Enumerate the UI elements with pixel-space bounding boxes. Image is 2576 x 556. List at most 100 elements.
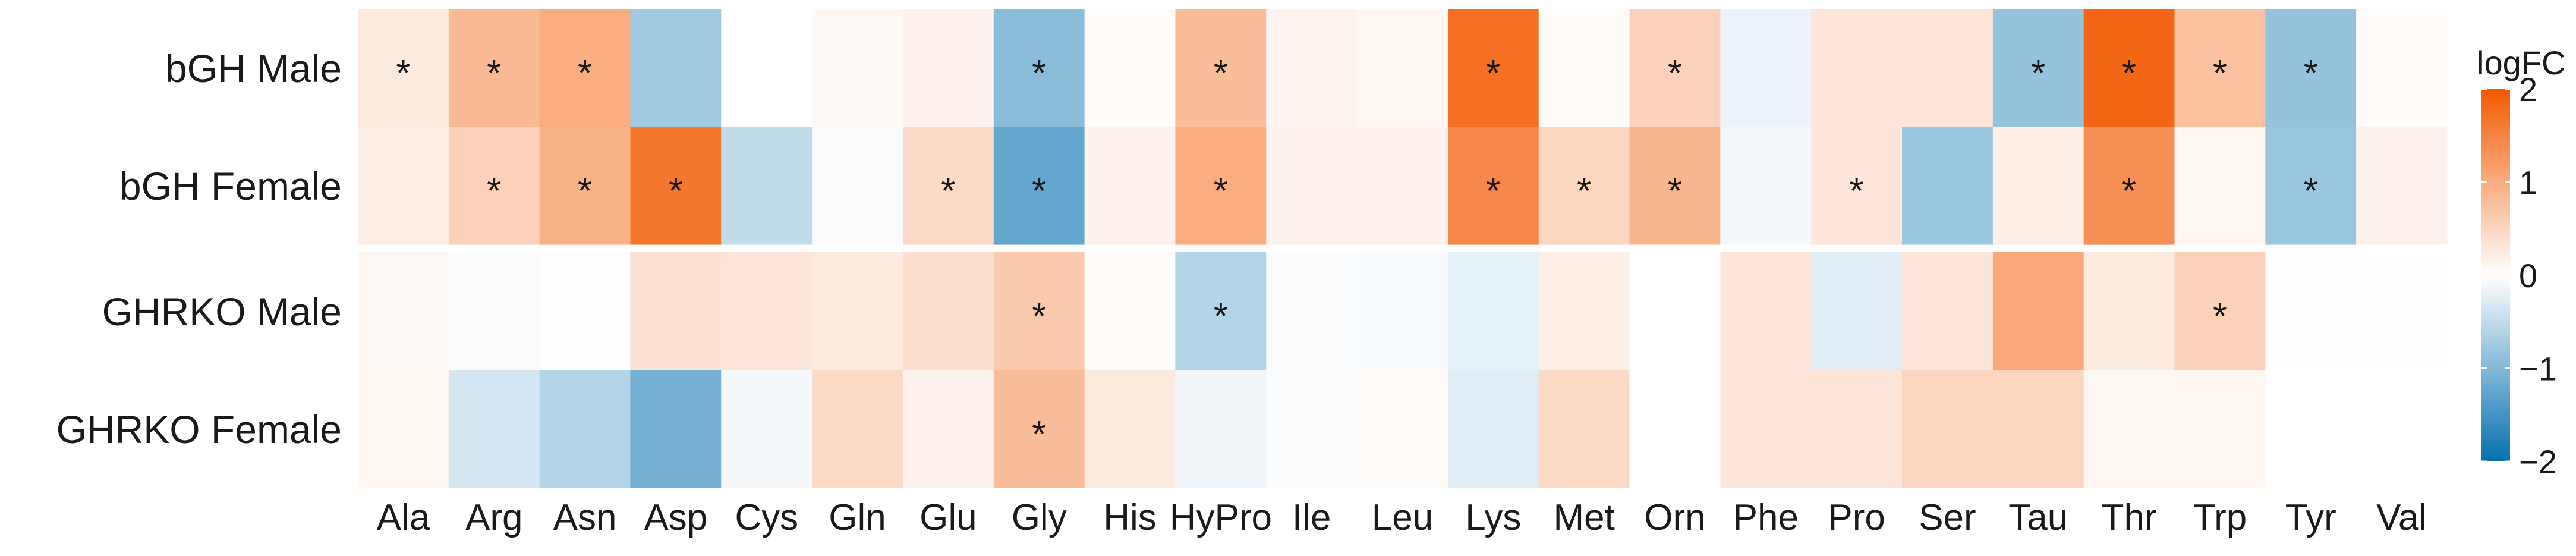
cell-bgh-male-trp — [2174, 9, 2266, 127]
cell-ghrko-female-met — [1538, 370, 1630, 488]
cell-bgh-female-gly — [993, 127, 1085, 245]
col-label-ile: Ile — [1292, 497, 1331, 538]
cell-ghrko-male-val — [2356, 252, 2448, 370]
cell-ghrko-male-tau — [1992, 252, 2084, 370]
cell-ghrko-male-tyr — [2265, 252, 2357, 370]
sig-marker-bgh-female-gly: * — [1032, 171, 1046, 212]
cell-bgh-female-lys — [1447, 127, 1539, 245]
cell-bgh-male-ser — [1902, 9, 1994, 127]
cell-bgh-female-met — [1538, 127, 1630, 245]
cell-ghrko-male-asn — [539, 252, 631, 370]
cell-bgh-female-ile — [1266, 127, 1358, 245]
sig-marker-bgh-female-hypro: * — [1214, 171, 1228, 212]
cell-ghrko-female-tyr — [2265, 370, 2357, 488]
cell-ghrko-male-glu — [902, 252, 994, 370]
cell-ghrko-male-lys — [1447, 252, 1539, 370]
legend-tick-label: 1 — [2519, 164, 2537, 202]
cell-bgh-male-lys — [1447, 9, 1539, 127]
cell-ghrko-male-gln — [812, 252, 903, 370]
cell-ghrko-male-ala — [358, 252, 449, 370]
cell-ghrko-female-arg — [448, 370, 540, 488]
cell-bgh-female-cys — [721, 127, 813, 245]
color-legend: logFC 2 1 0 −1 −2 — [2477, 44, 2565, 480]
col-label-val: Val — [2376, 497, 2427, 538]
sig-marker-ghrko-male-trp: * — [2213, 296, 2227, 337]
cell-bgh-female-thr — [2083, 127, 2175, 245]
col-label-gln: Gln — [829, 497, 886, 538]
sig-marker-bgh-male-lys: * — [1486, 53, 1500, 94]
cell-bgh-female-tau — [1992, 127, 2084, 245]
cell-ghrko-female-phe — [1720, 370, 1812, 488]
cell-bgh-female-gln — [812, 127, 903, 245]
sig-marker-bgh-female-asp: * — [669, 171, 683, 212]
sig-marker-bgh-female-thr: * — [2122, 171, 2136, 212]
column-labels: Ala Arg Asn Asp Cys Gln Glu Gly His HyPro Ile Leu Ly… — [377, 497, 2427, 538]
cell-bgh-male-ala — [358, 9, 449, 127]
sig-marker-bgh-male-orn: * — [1668, 53, 1682, 94]
cell-bgh-male-ile — [1266, 9, 1358, 127]
cell-ghrko-male-arg — [448, 252, 540, 370]
col-label-tau: Tau — [2008, 497, 2068, 538]
cell-bgh-female-val — [2356, 127, 2448, 245]
cell-ghrko-male-trp — [2174, 252, 2266, 370]
cell-ghrko-female-lys — [1447, 370, 1539, 488]
cell-ghrko-female-tau — [1992, 370, 2084, 488]
col-label-ser: Ser — [1919, 497, 1976, 538]
sig-marker-bgh-male-tau: * — [2031, 53, 2045, 94]
cell-bgh-male-tyr — [2265, 9, 2357, 127]
sig-marker-bgh-female-asn: * — [578, 171, 592, 212]
cell-ghrko-female-thr — [2083, 370, 2175, 488]
legend-tick-label: 0 — [2519, 257, 2537, 294]
cell-bgh-male-his — [1084, 9, 1176, 127]
col-label-phe: Phe — [1733, 497, 1799, 538]
cell-bgh-female-phe — [1720, 127, 1812, 245]
col-label-leu: Leu — [1372, 497, 1433, 538]
row-labels: bGH Male bGH Female GHRKO Male GHRKO Female — [56, 46, 342, 451]
cell-ghrko-female-asn — [539, 370, 631, 488]
cell-bgh-female-ser — [1902, 127, 1994, 245]
col-label-lys: Lys — [1465, 497, 1521, 538]
cell-ghrko-female-ile — [1266, 370, 1358, 488]
cell-bgh-female-pro — [1811, 127, 1903, 245]
sig-marker-bgh-male-asn: * — [578, 53, 592, 94]
sig-marker-ghrko-male-gly: * — [1032, 296, 1046, 337]
sig-marker-bgh-male-gly: * — [1032, 53, 1046, 94]
col-label-pro: Pro — [1828, 497, 1885, 538]
legend-tick-label: −2 — [2519, 443, 2557, 480]
col-label-tyr: Tyr — [2285, 497, 2336, 538]
cell-bgh-male-asn — [539, 9, 631, 127]
sig-marker-bgh-female-pro: * — [1850, 171, 1864, 212]
row-label-bgh-female: bGH Female — [119, 164, 342, 208]
cell-ghrko-female-ala — [358, 370, 449, 488]
cell-ghrko-male-hypro — [1175, 252, 1267, 370]
cell-bgh-female-asn — [539, 127, 631, 245]
cell-ghrko-male-his — [1084, 252, 1176, 370]
cell-bgh-male-asp — [630, 9, 722, 127]
cell-ghrko-male-gly — [993, 252, 1085, 370]
cell-ghrko-female-gln — [812, 370, 903, 488]
cell-ghrko-female-glu — [902, 370, 994, 488]
sig-marker-bgh-male-tyr: * — [2304, 53, 2318, 94]
sig-marker-bgh-female-tyr: * — [2304, 171, 2318, 212]
col-label-orn: Orn — [1644, 497, 1705, 538]
cell-bgh-female-arg — [448, 127, 540, 245]
col-label-glu: Glu — [919, 497, 977, 538]
col-label-gly: Gly — [1012, 497, 1067, 538]
cell-bgh-male-met — [1538, 9, 1630, 127]
cell-bgh-female-orn — [1629, 127, 1721, 245]
cell-ghrko-female-leu — [1357, 370, 1448, 488]
cell-ghrko-male-orn — [1629, 252, 1721, 370]
cell-bgh-male-gln — [812, 9, 903, 127]
sig-marker-ghrko-female-gly: * — [1032, 414, 1046, 455]
col-label-hypro: HyPro — [1170, 497, 1272, 538]
legend-tick-label: 2 — [2519, 71, 2537, 108]
cell-ghrko-male-phe — [1720, 252, 1812, 370]
cell-bgh-male-val — [2356, 9, 2448, 127]
cell-ghrko-male-thr — [2083, 252, 2175, 370]
cell-ghrko-female-his — [1084, 370, 1176, 488]
cell-bgh-female-leu — [1357, 127, 1448, 245]
cell-bgh-male-pro — [1811, 9, 1903, 127]
cell-ghrko-male-leu — [1357, 252, 1448, 370]
cell-ghrko-female-gly — [993, 370, 1085, 488]
